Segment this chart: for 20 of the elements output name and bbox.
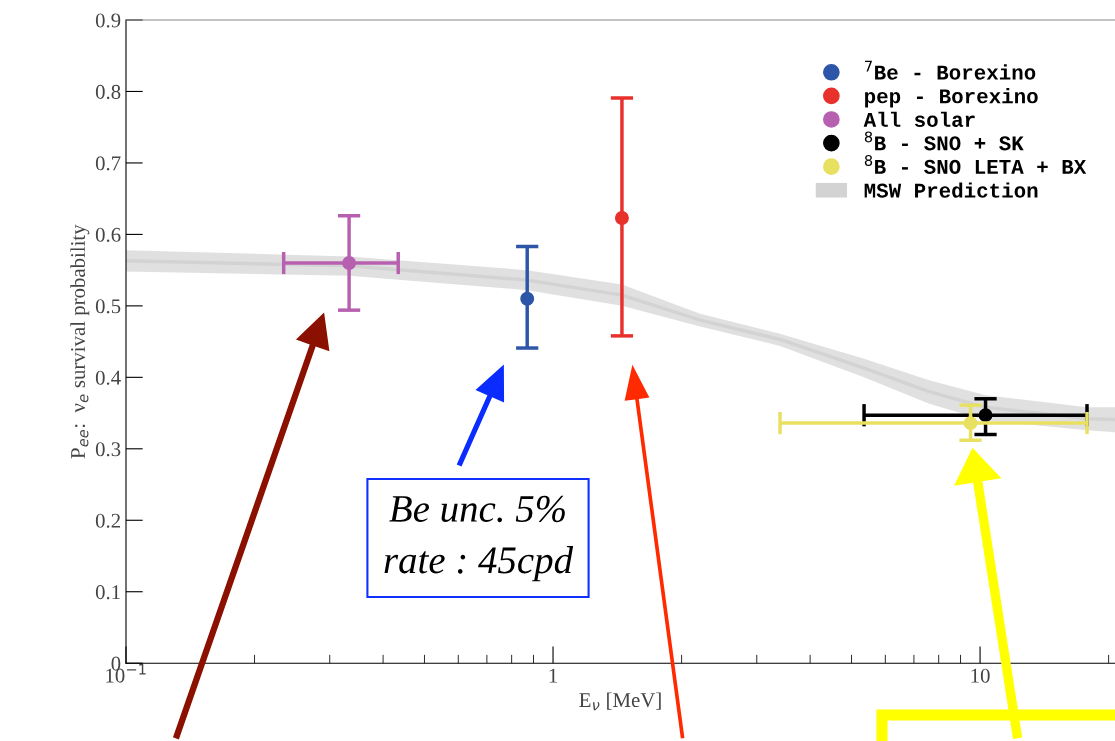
y-tick-label: 0.4 [95, 370, 121, 385]
annotation: Be unc. 5% rate : 45cpd [384, 495, 574, 582]
legend-label: $^{8}$B - SNO + SK [864, 131, 1024, 151]
x-axis-title: E$_{ν}$ [MeV] [579, 692, 661, 711]
x-tick-label: 10 [971, 668, 990, 683]
legend-label: $^{7}$Be - Borexino [865, 60, 1036, 80]
y-tick-label: 0.6 [95, 227, 121, 242]
legend-label: $^{8}$B - SNO LETA + BX [864, 154, 1087, 174]
y-tick-label: 0.7 [95, 156, 121, 171]
legend-label: MSW Prediction [864, 182, 1038, 198]
x-tick-label: 1 [549, 668, 557, 683]
y-tick-label: 0.9 [95, 13, 121, 28]
y-tick-label: 0.8 [95, 84, 121, 99]
y-tick-label: 0.3 [95, 442, 121, 457]
y-tick-label: 0.1 [95, 585, 120, 600]
legend-label: All solar [863, 111, 975, 127]
y-tick-label: 0.5 [95, 299, 121, 314]
legend-label: pep - Borexino [865, 88, 1038, 108]
y-axis-title: P$_{ee}$: ν$_{e}$ survival probability [70, 224, 90, 459]
y-tick-label: 0.2 [95, 513, 120, 528]
